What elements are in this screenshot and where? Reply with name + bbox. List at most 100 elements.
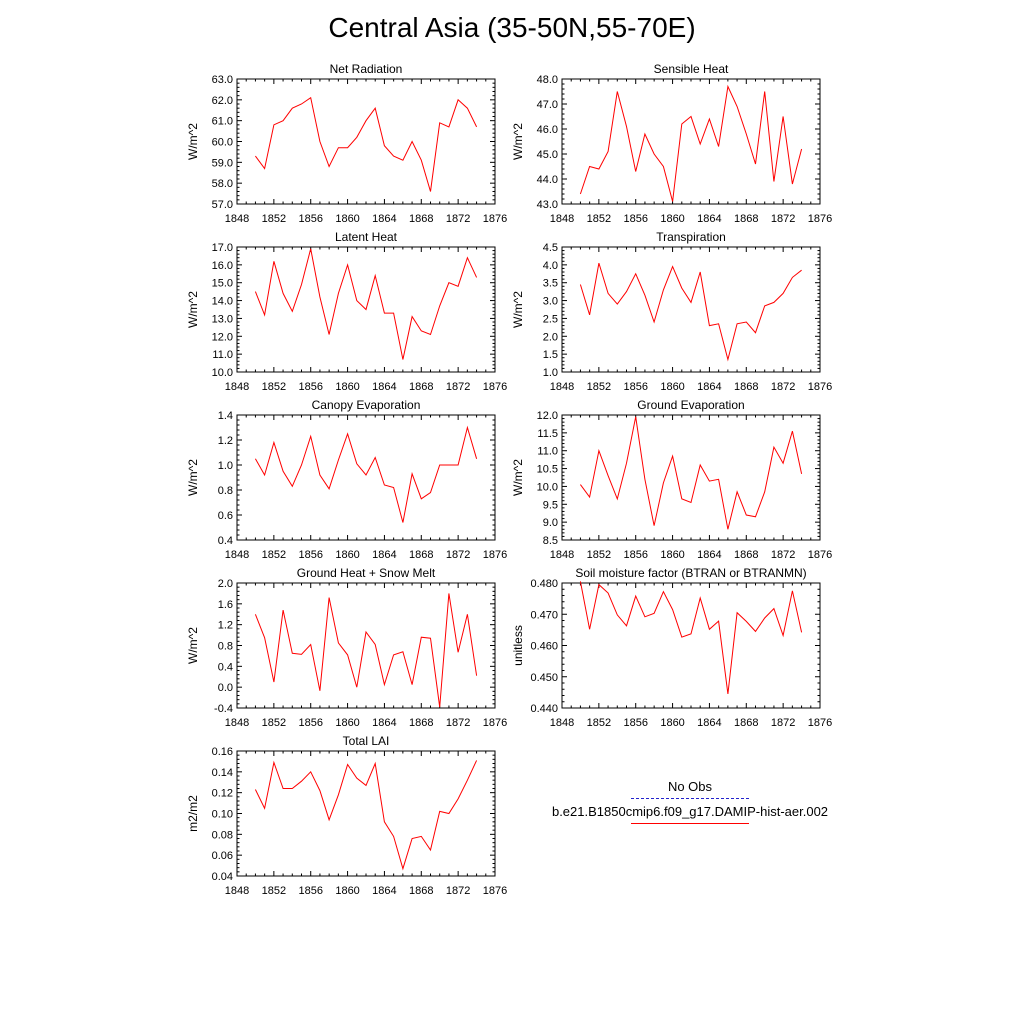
y-tick-label: 0.0: [218, 682, 233, 694]
y-tick-label: 2.5: [543, 313, 558, 325]
legend-model-label: b.e21.B1850cmip6.f09_g17.DAMIP-hist-aer.…: [551, 804, 829, 819]
y-tick-label: 60.0: [212, 137, 233, 149]
y-tick-label: 13.0: [212, 313, 233, 325]
y-tick-label: 0.440: [530, 703, 558, 715]
x-tick-label: 1876: [808, 381, 832, 393]
y-tick-label: 0.08: [212, 829, 233, 841]
y-tick-label: 0.12: [212, 788, 233, 800]
chart-panel: Total LAI m2/m2 1848 1852 1856 1860 1864 1868 18…: [186, 734, 507, 897]
y-tick-label: 3.0: [543, 296, 558, 308]
legend-obs-line: [631, 798, 749, 799]
plot-frame: [236, 414, 496, 541]
y-tick-label: 0.460: [530, 641, 558, 653]
x-tick-label: 1876: [483, 717, 507, 729]
x-tick-label: 1848: [225, 213, 249, 225]
y-tick-label: 57.0: [212, 199, 233, 211]
y-axis-label: W/m^2: [186, 123, 200, 160]
y-tick-label: 2.0: [543, 331, 558, 343]
panel-title: Total LAI: [343, 734, 390, 748]
y-tick-label: 0.10: [212, 809, 233, 821]
legend-obs-label: No Obs: [667, 779, 713, 794]
y-tick-label: 0.06: [212, 850, 233, 862]
x-tick-label: 1848: [225, 717, 249, 729]
y-tick-label: 10.5: [537, 464, 558, 476]
plot-frame: [561, 78, 821, 205]
x-tick-label: 1864: [697, 381, 721, 393]
y-tick-label: 0.8: [218, 641, 233, 653]
y-tick-label: 1.2: [218, 435, 233, 447]
x-tick-label: 1864: [372, 717, 396, 729]
y-tick-label: 61.0: [212, 116, 233, 128]
x-tick-label: 1856: [298, 381, 322, 393]
plot-frame: [561, 414, 821, 541]
y-axis-label: W/m^2: [511, 123, 525, 160]
x-tick-label: 1856: [298, 213, 322, 225]
x-tick-label: 1876: [808, 213, 832, 225]
x-tick-label: 1876: [483, 381, 507, 393]
x-tick-label: 1872: [446, 213, 470, 225]
chart-panel: Soil moisture factor (BTRAN or BTRANMN) u…: [511, 566, 832, 729]
x-tick-label: 1852: [262, 381, 286, 393]
y-tick-label: 4.0: [543, 260, 558, 272]
x-tick-label: 1852: [587, 717, 611, 729]
panel-title: Ground Evaporation: [637, 398, 744, 412]
y-tick-label: 3.5: [543, 278, 558, 290]
x-tick-label: 1860: [335, 381, 359, 393]
series-line: [579, 84, 803, 202]
y-tick-label: 0.14: [212, 767, 233, 779]
legend-model-line: [631, 823, 749, 824]
panel-title: Ground Heat + Snow Melt: [297, 566, 436, 580]
x-tick-label: 1872: [771, 717, 795, 729]
y-tick-label: 4.5: [543, 242, 558, 254]
series-line: [579, 416, 803, 530]
series-line: [254, 96, 478, 192]
plot-frame: [561, 246, 821, 373]
panel-title: Latent Heat: [335, 230, 398, 244]
x-tick-label: 1856: [298, 717, 322, 729]
y-tick-label: 0.470: [530, 609, 558, 621]
y-tick-label: 17.0: [212, 242, 233, 254]
y-tick-label: 0.4: [218, 535, 233, 547]
y-tick-label: 48.0: [537, 74, 558, 86]
x-tick-label: 1876: [808, 717, 832, 729]
series-line: [579, 581, 803, 694]
x-tick-label: 1848: [225, 381, 249, 393]
y-tick-label: 0.450: [530, 672, 558, 684]
series-line: [579, 262, 802, 362]
chart-panel: Ground Heat + Snow Melt W/m^2 1848 1852 1856…: [186, 566, 507, 729]
x-tick-label: 1864: [697, 549, 721, 561]
legend-model-entry: b.e21.B1850cmip6.f09_g17.DAMIP-hist-aer.…: [530, 803, 850, 824]
x-tick-label: 1860: [660, 549, 684, 561]
series-line: [254, 248, 478, 360]
x-tick-label: 1876: [483, 549, 507, 561]
y-axis-label: W/m^2: [186, 627, 200, 664]
y-tick-label: 1.2: [218, 620, 233, 632]
panel-title: Net Radiation: [330, 62, 403, 76]
legend-obs-entry: No Obs: [530, 778, 850, 799]
x-tick-label: 1868: [734, 213, 758, 225]
x-tick-label: 1864: [697, 717, 721, 729]
y-tick-label: 62.0: [212, 95, 233, 107]
x-tick-label: 1868: [734, 717, 758, 729]
panel-title: Canopy Evaporation: [312, 398, 421, 412]
y-tick-label: 11.0: [212, 349, 233, 361]
x-tick-label: 1868: [409, 213, 433, 225]
x-tick-label: 1852: [587, 381, 611, 393]
x-tick-label: 1860: [660, 717, 684, 729]
y-tick-label: 0.8: [218, 485, 233, 497]
x-tick-label: 1856: [623, 381, 647, 393]
chart-panel: Ground Evaporation W/m^2 1848 1852 1856 1860 1…: [511, 398, 832, 561]
y-tick-label: 44.0: [537, 174, 558, 186]
y-tick-label: 12.0: [537, 410, 558, 422]
y-axis-label: W/m^2: [511, 291, 525, 328]
y-tick-label: 16.0: [212, 260, 233, 272]
x-tick-label: 1856: [298, 549, 322, 561]
x-tick-label: 1856: [623, 717, 647, 729]
series-line: [254, 425, 478, 523]
y-tick-label: 1.5: [543, 349, 558, 361]
y-tick-label: 11.0: [537, 446, 558, 458]
y-tick-label: 12.0: [212, 331, 233, 343]
plot-frame: [236, 750, 496, 877]
x-tick-label: 1848: [550, 381, 574, 393]
